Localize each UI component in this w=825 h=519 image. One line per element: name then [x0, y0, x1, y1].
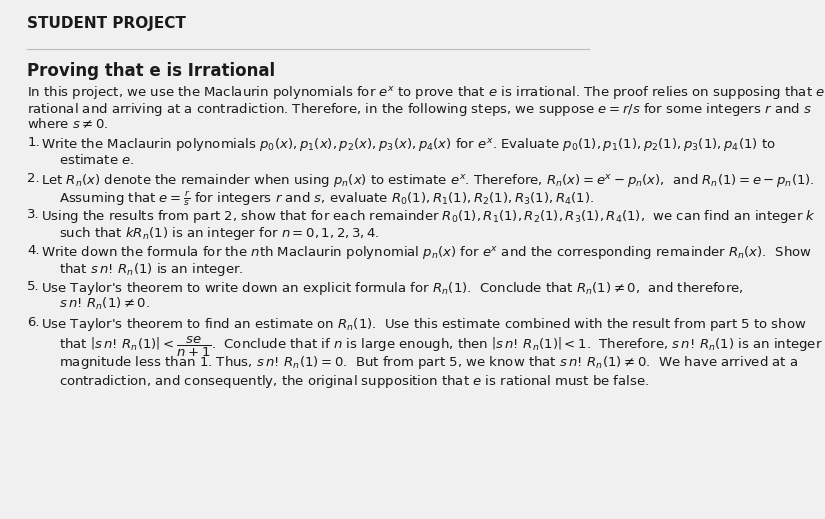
Text: rational and arriving at a contradiction. Therefore, in the following steps, we : rational and arriving at a contradiction… [27, 101, 812, 118]
Text: In this project, we use the Maclaurin polynomials for $e^x$ to prove that $e$ is: In this project, we use the Maclaurin po… [27, 84, 825, 101]
Text: STUDENT PROJECT: STUDENT PROJECT [27, 16, 186, 31]
Text: Using the results from part 2, show that for each remainder $R_0(1), R_1(1), R_2: Using the results from part 2, show that… [41, 208, 816, 225]
Text: 3.: 3. [27, 208, 40, 221]
Text: 4.: 4. [27, 244, 40, 257]
Text: that $\left|s\,n!\,R_n(1)\right| < \dfrac{se}{n+1}$.  Conclude that if $n$ is la: that $\left|s\,n!\,R_n(1)\right| < \dfra… [59, 335, 825, 359]
Text: such that $kR_n(1)$ is an integer for $n = 0, 1, 2, 3, 4$.: such that $kR_n(1)$ is an integer for $n… [59, 225, 380, 242]
Text: Proving that e is Irrational: Proving that e is Irrational [27, 62, 276, 80]
Text: Assuming that $e = \frac{r}{s}$ for integers $r$ and $s$, evaluate $R_0(1), R_1(: Assuming that $e = \frac{r}{s}$ for inte… [59, 189, 595, 208]
Text: Write down the formula for the $n$th Maclaurin polynomial $p_n(x)$ for $e^x$ and: Write down the formula for the $n$th Mac… [41, 244, 812, 261]
Text: estimate $e$.: estimate $e$. [59, 153, 135, 167]
Text: that $s\,n!\,R_n(1)$ is an integer.: that $s\,n!\,R_n(1)$ is an integer. [59, 261, 244, 278]
Text: contradiction, and consequently, the original supposition that $e$ is rational m: contradiction, and consequently, the ori… [59, 373, 650, 390]
Text: Use Taylor's theorem to find an estimate on $R_n(1)$.  Use this estimate combine: Use Taylor's theorem to find an estimate… [41, 316, 807, 333]
Text: $s\,n!\,R_n(1) \neq 0$.: $s\,n!\,R_n(1) \neq 0$. [59, 296, 151, 312]
Text: 2.: 2. [27, 172, 40, 185]
Text: 1.: 1. [27, 136, 40, 149]
Text: where $s \neq 0$.: where $s \neq 0$. [27, 117, 109, 131]
Text: magnitude less than 1. Thus, $s\,n!\,R_n(1) = 0$.  But from part 5, we know that: magnitude less than 1. Thus, $s\,n!\,R_n… [59, 354, 799, 371]
Text: 6.: 6. [27, 316, 40, 329]
Text: Use Taylor's theorem to write down an explicit formula for $R_n(1)$.  Conclude t: Use Taylor's theorem to write down an ex… [41, 280, 744, 297]
Text: 5.: 5. [27, 280, 40, 293]
Text: Let $R_n(x)$ denote the remainder when using $p_n(x)$ to estimate $e^x$. Therefo: Let $R_n(x)$ denote the remainder when u… [41, 172, 815, 189]
Text: Write the Maclaurin polynomials $p_0(x), p_1(x), p_2(x), p_3(x), p_4(x)$ for $e^: Write the Maclaurin polynomials $p_0(x),… [41, 136, 776, 154]
